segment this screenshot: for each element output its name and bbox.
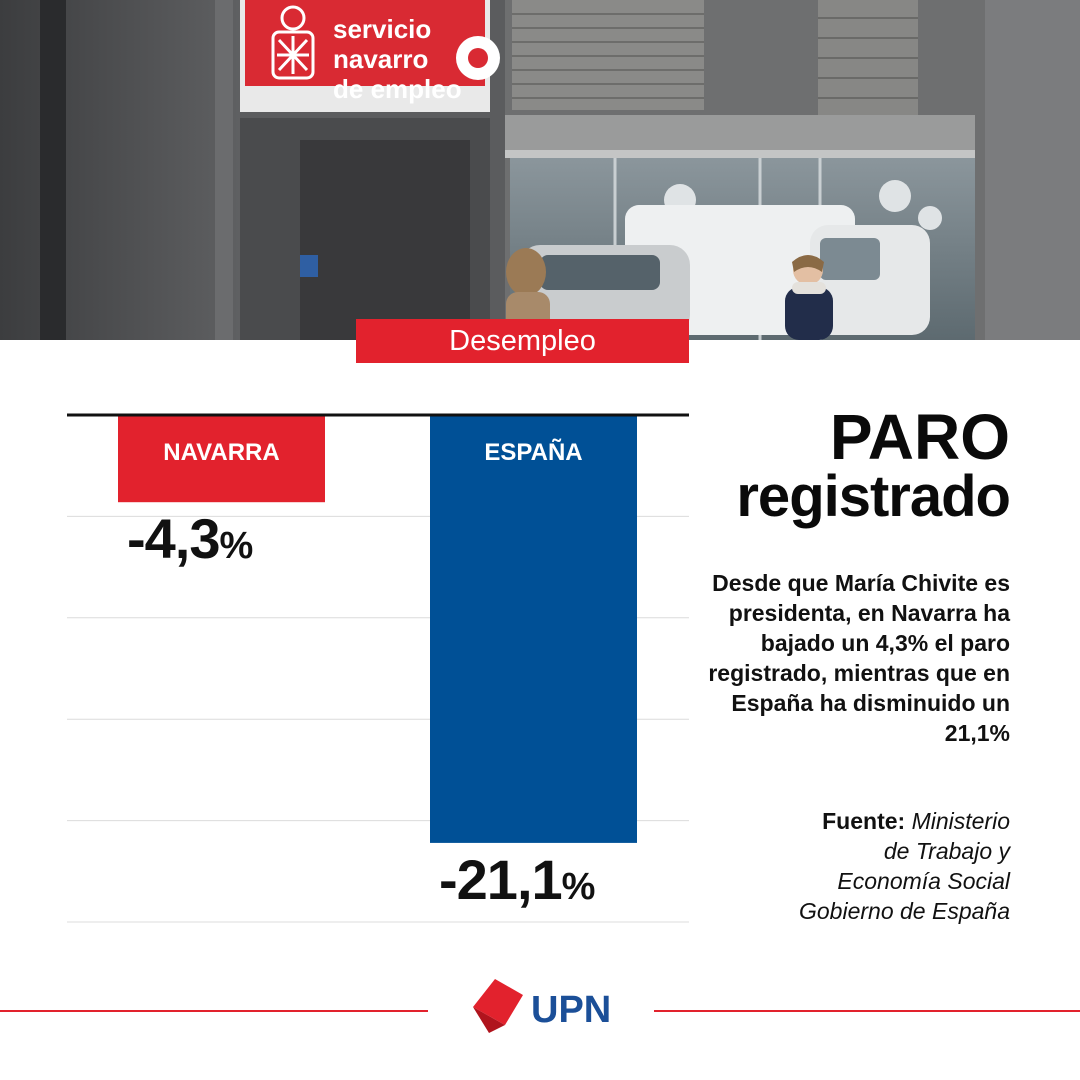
- sign-line-1: servicio: [333, 14, 432, 44]
- header-photo: servicio navarro de empleo: [0, 0, 1080, 340]
- bar-espana: [430, 415, 637, 843]
- street-photo: [0, 0, 1080, 340]
- upn-logo-text: UPN: [531, 989, 612, 1031]
- source-line-4: Gobierno de España: [799, 898, 1010, 924]
- sign-line-3: de empleo: [333, 74, 462, 104]
- data-label-navarra-number: -4,3: [127, 507, 220, 571]
- description: Desde que María Chivite es presidenta, e…: [708, 570, 1010, 746]
- headline-line-1: PARO: [829, 401, 1010, 473]
- bar-label-navarra: NAVARRA: [163, 439, 280, 466]
- footer-rule-right: [654, 1010, 1080, 1012]
- data-label-navarra: -4,3%: [127, 506, 254, 571]
- source-line-3: Economía Social: [837, 868, 1010, 894]
- source-line-2: de Trabajo y: [883, 838, 1010, 864]
- data-label-espana-unit: %: [561, 865, 596, 908]
- category-tag: Desempleo: [356, 319, 689, 363]
- bar-label-espana: ESPAÑA: [484, 439, 583, 466]
- data-label-espana-number: -21,1: [439, 847, 563, 911]
- sign-line-2: navarro: [333, 44, 429, 74]
- source-line-1: Ministerio: [911, 808, 1010, 834]
- source: Fuente: Ministerio de Trabajo y Economía…: [680, 806, 1010, 926]
- headline-line-2: registrado: [736, 464, 1011, 529]
- data-label-navarra-unit: %: [219, 525, 254, 568]
- upn-logo-icon: [473, 979, 523, 1033]
- bar-navarra: [118, 415, 325, 503]
- headline: PARO registrado: [736, 401, 1011, 529]
- footer-rule-left: [0, 1010, 428, 1012]
- data-label-espana: -21,1%: [439, 847, 596, 912]
- source-label: Fuente:: [822, 808, 906, 834]
